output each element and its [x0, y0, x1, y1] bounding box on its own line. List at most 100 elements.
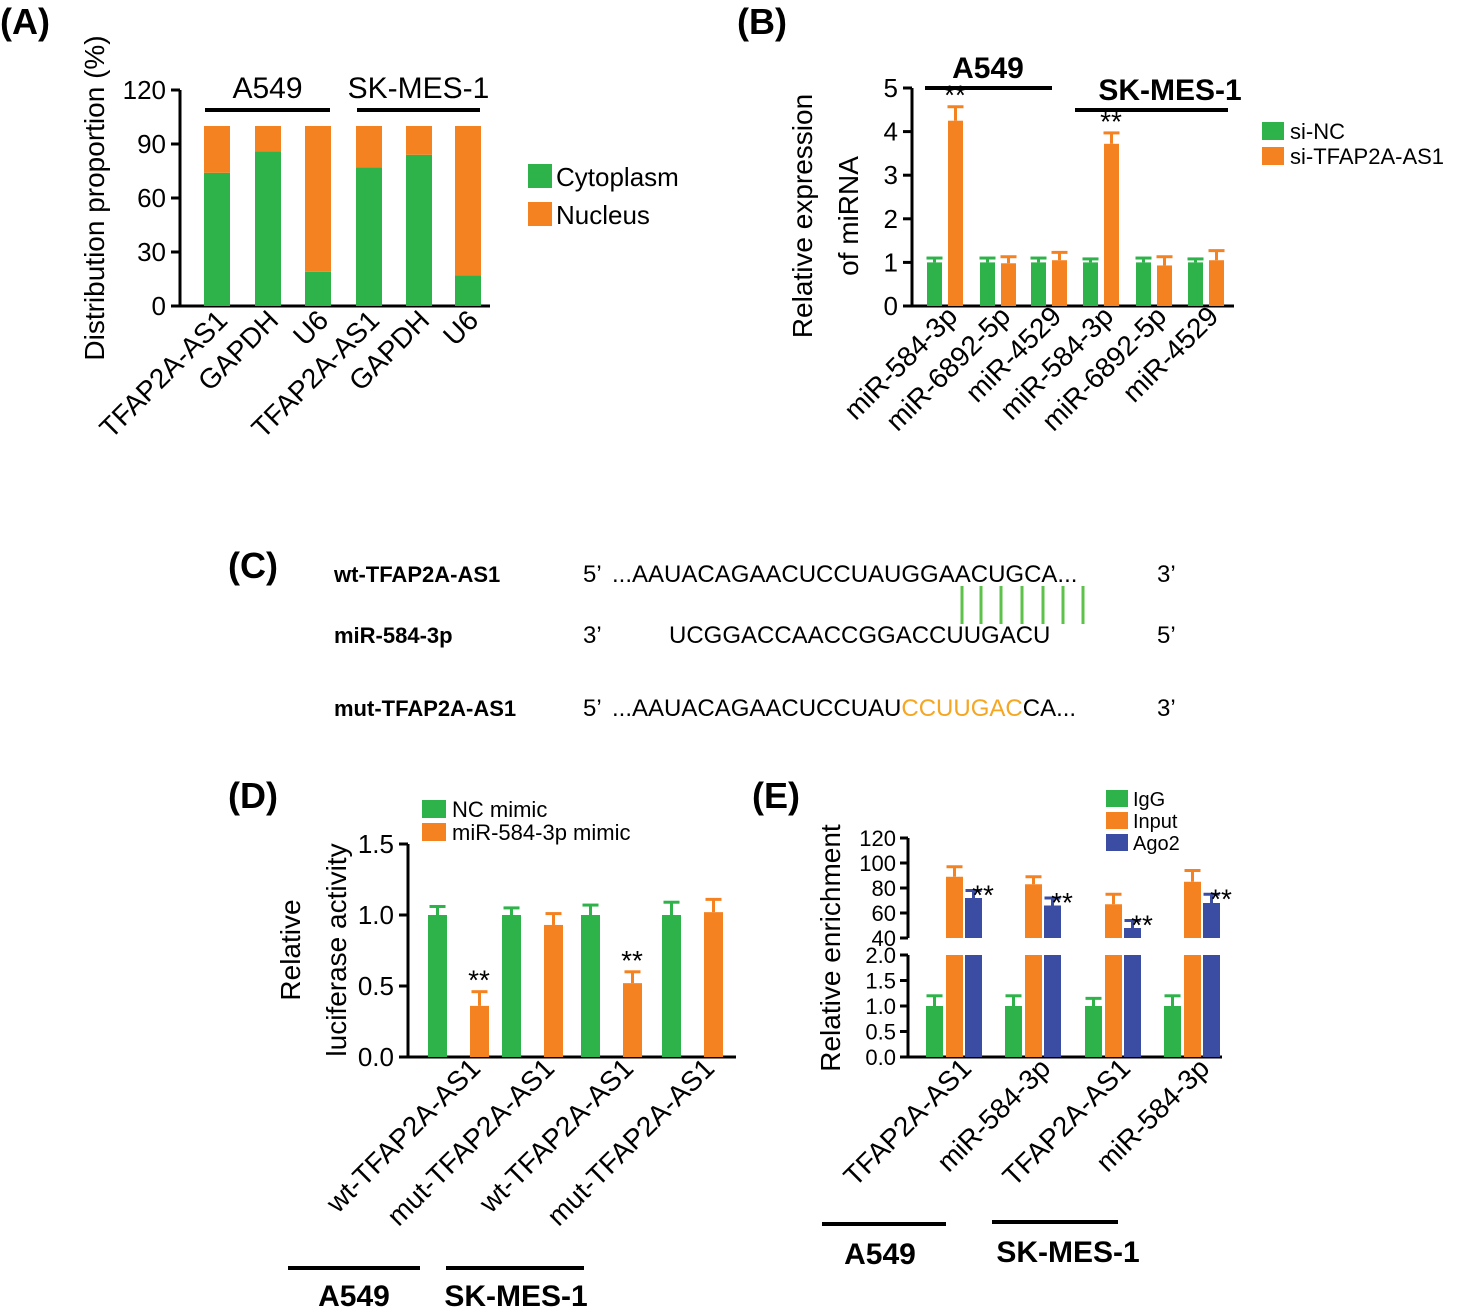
bar-e-ago2-lower [1124, 955, 1141, 1057]
legend-label-e: Ago2 [1133, 833, 1180, 855]
group-label-a: A549 [232, 72, 302, 105]
bar-d-nc-mimic [428, 915, 447, 1057]
bar-e-input-upper [1025, 884, 1042, 938]
seq-end3-mir: 5’ [1157, 622, 1176, 649]
y-tick-label-a: 120 [123, 75, 166, 105]
legend-label-d: NC mimic [452, 797, 547, 822]
seq-mut-prefix: ...AAUACAGAACUCCUAU [612, 695, 901, 722]
y-tick-label-d: 0.0 [358, 1042, 394, 1072]
bar-e-input-lower [1184, 955, 1201, 1057]
legend-label-a: Nucleus [556, 200, 650, 230]
bar-b-si-nc [927, 262, 942, 306]
bar-b-si-nc [1083, 262, 1098, 306]
group-label-a: SK-MES-1 [348, 72, 490, 105]
seq-mut-mutation: CCUUGAC [901, 695, 1022, 722]
y-tick-label-a: 0 [152, 291, 166, 321]
seq-wt: ...AAUACAGAACUCCUAUGGAACUGCA... [612, 561, 1077, 588]
y-tick-label-e-lower: 0.0 [865, 1045, 896, 1070]
seq-mir: UCGGACCAACCGGACCUUGACU [669, 622, 1050, 649]
bar-a-nucleus [455, 126, 481, 276]
group-label-e: SK-MES-1 [996, 1236, 1139, 1269]
significance-e: ** [1051, 887, 1073, 918]
bar-b-si-nc [980, 262, 995, 306]
legend-swatch-e [1106, 790, 1128, 807]
bar-d-mir-584-3p-mimic [470, 1005, 489, 1057]
legend-label-e: IgG [1133, 789, 1165, 811]
y-axis-title-e: Relative enrichment [815, 824, 846, 1072]
y-tick-label-b: 3 [884, 160, 898, 190]
seq-name-wt: wt-TFAP2A-AS1 [333, 562, 500, 587]
y-tick-label-e-lower: 1.0 [865, 994, 896, 1019]
bar-e-igg [1085, 1006, 1102, 1057]
bar-a-nucleus [204, 126, 230, 173]
y-axis-title-d-line2: luciferase activity [321, 843, 352, 1056]
panel-label-a: (A) [0, 1, 50, 42]
x-tick-label-a: U6 [437, 304, 484, 351]
bar-e-ago2-lower [1203, 955, 1220, 1057]
y-tick-label-b: 2 [884, 204, 898, 234]
y-tick-label-d: 0.5 [358, 971, 394, 1001]
legend-swatch-a [528, 164, 552, 188]
bar-a-nucleus [305, 126, 331, 272]
bar-e-input-lower [946, 955, 963, 1057]
bar-b-si-nc [1136, 262, 1151, 306]
seq-end5-mir: 3’ [583, 622, 602, 649]
bar-e-igg [1005, 1006, 1022, 1057]
legend-swatch-e [1106, 834, 1128, 851]
bar-e-igg [1164, 1006, 1181, 1057]
bar-b-si-nc [1188, 262, 1203, 306]
y-axis-title-d-line1: Relative [275, 899, 306, 1000]
group-label-b: A549 [952, 52, 1024, 85]
y-tick-label-a: 30 [137, 237, 166, 267]
legend-swatch-b [1262, 122, 1284, 140]
bar-a-nucleus [356, 126, 382, 168]
bar-e-input-lower [1105, 955, 1122, 1057]
legend-swatch-d [422, 800, 446, 818]
bar-a-cytoplasm [305, 271, 331, 306]
bar-b-si-tfap2a-as1 [1001, 263, 1016, 306]
bar-d-nc-mimic [662, 915, 681, 1057]
bar-a-cytoplasm [204, 172, 230, 306]
bar-e-input-upper [946, 876, 963, 938]
bar-d-nc-mimic [581, 915, 600, 1057]
bar-a-cytoplasm [356, 167, 382, 306]
bar-e-ago2-upper [965, 898, 982, 938]
bar-b-si-nc [1031, 262, 1046, 306]
bar-d-mir-584-3p-mimic [704, 912, 723, 1057]
y-tick-label-e-upper: 120 [859, 826, 896, 851]
panel-label-b: (B) [737, 1, 787, 42]
significance-e: ** [1210, 883, 1232, 914]
bar-e-ago2-lower [965, 955, 982, 1057]
y-tick-label-a: 90 [137, 129, 166, 159]
legend-swatch-d [422, 823, 446, 841]
bar-e-input-upper [1105, 904, 1122, 938]
seq-end3-mut: 3’ [1157, 695, 1176, 722]
bar-a-nucleus [255, 126, 281, 152]
y-tick-label-d: 1.0 [358, 900, 394, 930]
seq-name-mir: miR-584-3p [334, 623, 453, 648]
legend-label-e: Input [1133, 811, 1178, 833]
legend-label-b: si-NC [1290, 119, 1345, 144]
y-tick-label-b: 4 [884, 117, 898, 147]
panel-label-d: (D) [228, 775, 278, 816]
group-label-d: SK-MES-1 [444, 1280, 587, 1311]
legend-label-b: si-TFAP2A-AS1 [1290, 144, 1444, 169]
bar-e-input-upper [1184, 881, 1201, 938]
y-axis-title-b-line2: of miRNA [833, 156, 864, 276]
seq-mut-suffix: CA... [1023, 695, 1076, 722]
seq-wt-seed: GGAACUG [901, 561, 1024, 588]
bar-e-ago2-upper [1124, 928, 1141, 938]
group-label-e: A549 [844, 1238, 916, 1271]
seq-mut: ...AAUACAGAACUCCUAUCCUUGACCA... [612, 695, 1076, 722]
seq-end5-wt: 5’ [583, 561, 602, 588]
sequence-alignment: wt-TFAP2A-AS1 5’ ...AAUACAGAACUCCUAUGGAA… [333, 561, 1176, 722]
y-tick-label-e-upper: 80 [872, 876, 896, 901]
bar-a-cytoplasm [455, 275, 481, 306]
y-tick-label-e-upper: 100 [859, 851, 896, 876]
legend-swatch-b [1262, 147, 1284, 165]
